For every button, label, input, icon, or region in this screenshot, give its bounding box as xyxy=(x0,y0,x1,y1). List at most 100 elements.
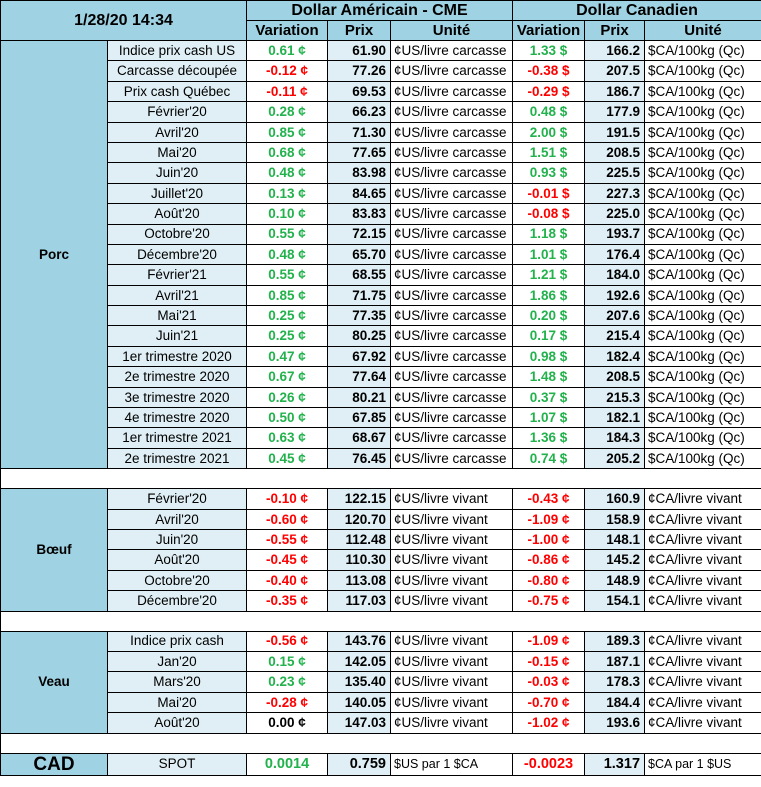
ca-price: 182.4 xyxy=(584,345,646,368)
us-variation: -0.28 ¢ xyxy=(246,691,328,714)
ca-price: 176.4 xyxy=(584,243,646,266)
us-price: 71.30 xyxy=(327,121,391,143)
us-unit: ¢US/livre carcasse xyxy=(389,345,514,368)
spacer-cell xyxy=(0,610,761,632)
ca-unit: $CA/100kg (Qc) xyxy=(644,407,761,429)
ca-unit: $CA/100kg (Qc) xyxy=(644,39,761,62)
ca-variation: 1.51 $ xyxy=(512,141,586,164)
table-row: Avril'20 0.85 ¢ 71.30 ¢US/livre carcasse 2.0… xyxy=(1,121,761,143)
row-label: 1er trimestre 2021 xyxy=(107,427,247,449)
us-variation: -0.40 ¢ xyxy=(246,569,328,592)
ca-variation: -0.01 $ xyxy=(512,182,586,205)
us-unit: ¢US/livre vivant xyxy=(389,712,514,734)
ca-variation: 1.36 $ xyxy=(512,427,586,449)
ca-price: 205.2 xyxy=(584,447,646,470)
row-label: Décembre'20 xyxy=(107,590,247,612)
ca-unit: $CA/100kg (Qc) xyxy=(644,264,761,286)
ca-unit: $CA/100kg (Qc) xyxy=(644,345,761,368)
us-variation: -0.11 ¢ xyxy=(246,80,328,103)
table-row: Février'20 0.28 ¢ 66.23 ¢US/livre carcasse 0… xyxy=(1,101,761,123)
ca-variation: 1.18 $ xyxy=(512,223,586,245)
ca-price: 182.1 xyxy=(584,407,646,429)
category-boeuf: Bœuf xyxy=(0,488,108,612)
row-label: Octobre'20 xyxy=(107,223,247,245)
ca-price: 148.1 xyxy=(584,528,646,551)
us-unit: ¢US/livre vivant xyxy=(389,691,514,714)
us-unit: ¢US/livre carcasse xyxy=(389,325,514,347)
category-porc: Porc xyxy=(0,39,108,470)
row-label: Carcasse découpée xyxy=(107,60,247,82)
table-row: Carcasse découpée -0.12 ¢ 77.26 ¢US/livre c… xyxy=(1,60,761,82)
ca-variation: -0.38 $ xyxy=(512,60,586,82)
ca-variation: 0.98 $ xyxy=(512,345,586,368)
spacer-row xyxy=(0,610,761,632)
us-prix-header: Prix xyxy=(327,20,391,41)
us-variation: 0.26 ¢ xyxy=(246,386,328,409)
ca-price: 193.7 xyxy=(584,223,646,245)
us-variation: 0.67 ¢ xyxy=(246,366,328,388)
ca-variation: -0.0023 xyxy=(512,752,586,776)
ca-price: 148.9 xyxy=(584,569,646,592)
us-variation: 0.55 ¢ xyxy=(246,223,328,245)
us-variation: -0.10 ¢ xyxy=(246,488,328,510)
table-row: Octobre'20 -0.40 ¢ 113.08 ¢US/livre vivant -… xyxy=(1,569,761,592)
us-price: 80.21 xyxy=(327,386,391,409)
ca-variation: 0.74 $ xyxy=(512,447,586,470)
us-variation: -0.55 ¢ xyxy=(246,528,328,551)
row-label: Octobre'20 xyxy=(107,569,247,592)
ca-variation: 0.17 $ xyxy=(512,325,586,347)
table-row: Février'21 0.55 ¢ 68.55 ¢US/livre carcasse 1… xyxy=(1,264,761,286)
table-row: Juillet'20 0.13 ¢ 84.65 ¢US/livre carcasse -… xyxy=(1,182,761,205)
us-price: 76.45 xyxy=(327,447,391,470)
spacer-row xyxy=(0,732,761,754)
us-price: 65.70 xyxy=(327,243,391,266)
ca-variation: -0.08 $ xyxy=(512,203,586,225)
row-label: Indice prix cash US xyxy=(107,39,247,62)
ca-price: 160.9 xyxy=(584,488,646,510)
us-variation: 0.15 ¢ xyxy=(246,650,328,673)
us-price: 113.08 xyxy=(327,569,391,592)
us-price: 84.65 xyxy=(327,182,391,205)
ca-variation: -1.09 ¢ xyxy=(512,508,586,530)
us-variation: -0.35 ¢ xyxy=(246,590,328,612)
ca-price: 186.7 xyxy=(584,80,646,103)
ca-unit: $CA/100kg (Qc) xyxy=(644,386,761,409)
table-row: Mai'20 -0.28 ¢ 140.05 ¢US/livre vivant -0.70… xyxy=(1,691,761,714)
row-label: Décembre'20 xyxy=(107,243,247,266)
us-variation: 0.55 ¢ xyxy=(246,264,328,286)
row-label: 4e trimestre 2020 xyxy=(107,407,247,429)
table-row: 1er trimestre 2020 0.47 ¢ 67.92 ¢US/livre c… xyxy=(1,345,761,368)
ca-variation: 0.37 $ xyxy=(512,386,586,409)
us-variation-header: Variation xyxy=(246,20,328,41)
ca-variation: -0.29 $ xyxy=(512,80,586,103)
ca-unit: $CA/100kg (Qc) xyxy=(644,203,761,225)
table-row: Août'20 0.10 ¢ 83.83 ¢US/livre carcasse -0.0… xyxy=(1,203,761,225)
ca-price: 225.5 xyxy=(584,162,646,184)
ca-unit: $CA/100kg (Qc) xyxy=(644,427,761,449)
ca-price: 154.1 xyxy=(584,590,646,612)
us-unit: ¢US/livre vivant xyxy=(389,569,514,592)
ca-variation: -0.70 ¢ xyxy=(512,691,586,714)
us-unit: ¢US/livre carcasse xyxy=(389,141,514,164)
ca-price: 192.6 xyxy=(584,284,646,307)
row-label: 3e trimestre 2020 xyxy=(107,386,247,409)
ca-price: 227.3 xyxy=(584,182,646,205)
row-label: 2e trimestre 2020 xyxy=(107,366,247,388)
row-label: Avril'21 xyxy=(107,284,247,307)
us-price: 72.15 xyxy=(327,223,391,245)
ca-variation: 0.20 $ xyxy=(512,305,586,327)
us-unit: ¢US/livre vivant xyxy=(389,508,514,530)
ca-unit: $CA/100kg (Qc) xyxy=(644,162,761,184)
ca-unit: $CA/100kg (Qc) xyxy=(644,223,761,245)
table-row: Veau Indice prix cash -0.56 ¢ 143.76 ¢US/liv… xyxy=(0,630,761,734)
us-variation: 0.47 ¢ xyxy=(246,345,328,368)
row-label: Jan'20 xyxy=(107,650,247,673)
us-price: 80.25 xyxy=(327,325,391,347)
ca-price: 207.6 xyxy=(584,305,646,327)
ca-price: 191.5 xyxy=(584,121,646,143)
row-label: 1er trimestre 2020 xyxy=(107,345,247,368)
row-label: Juillet'20 xyxy=(107,182,247,205)
ca-variation: -0.75 ¢ xyxy=(512,590,586,612)
table-row: Juin'21 0.25 ¢ 80.25 ¢US/livre carcasse 0.17… xyxy=(1,325,761,347)
us-price: 83.83 xyxy=(327,203,391,225)
